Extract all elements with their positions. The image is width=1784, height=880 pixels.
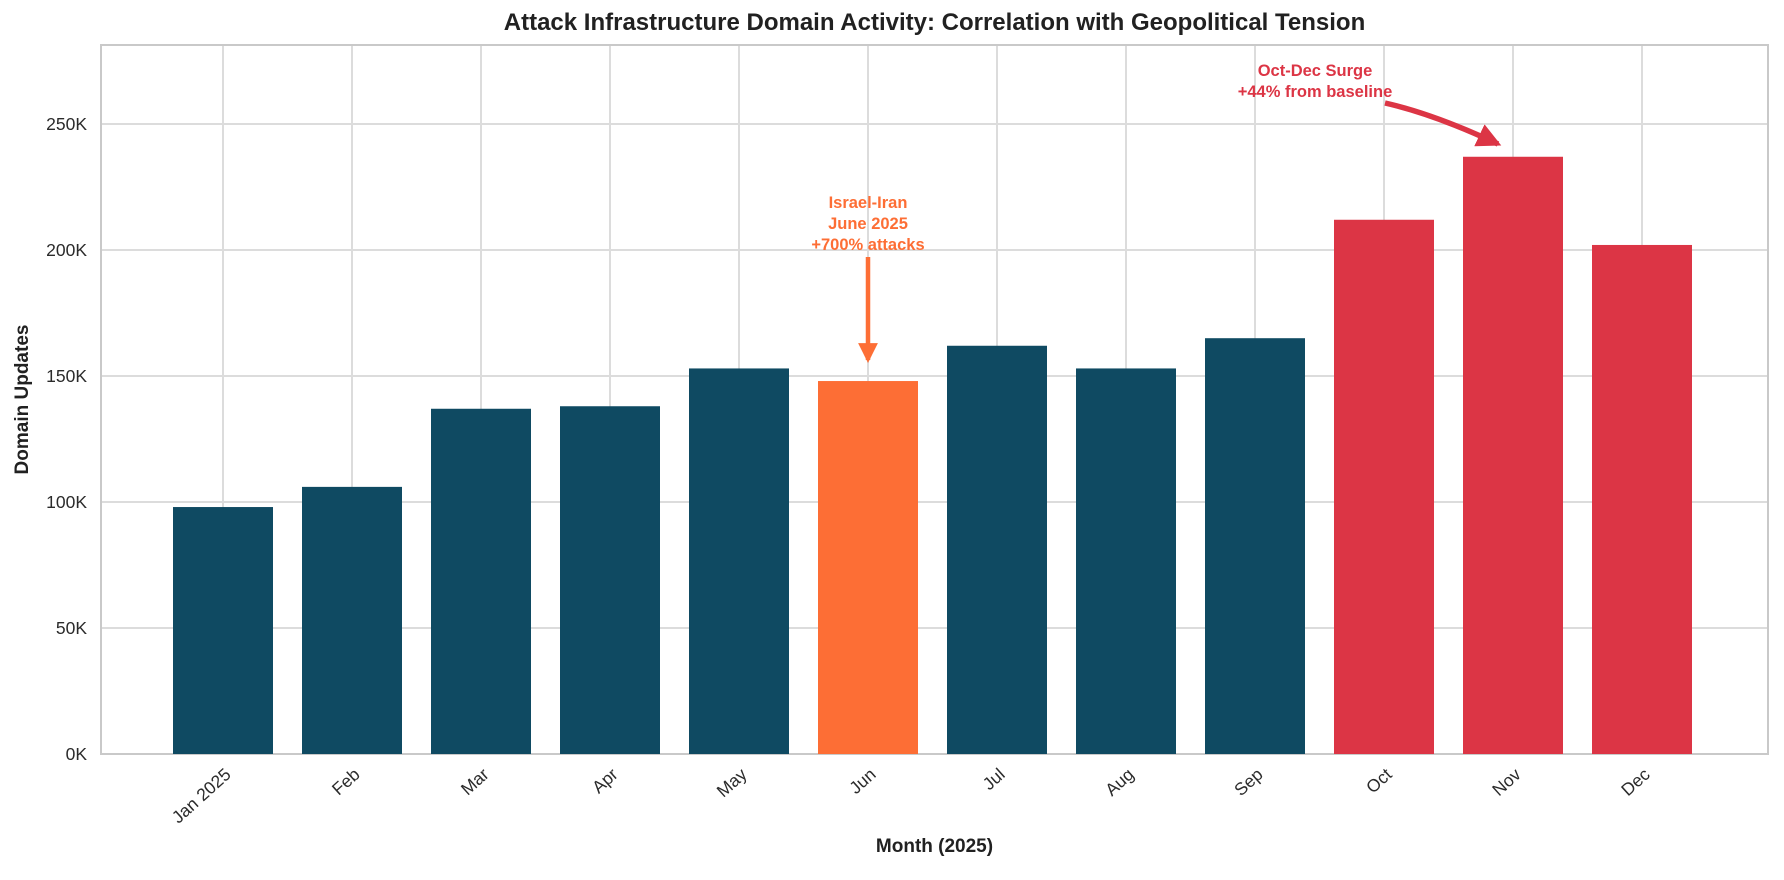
x-tick-label-nov: Nov: [1488, 764, 1525, 800]
annotation-oct-dec-surge: Oct-Dec Surge +44% from baseline: [1238, 62, 1502, 147]
bar-jun: [818, 381, 918, 754]
y-tick-label: 200K: [46, 240, 87, 260]
annotation-israel-iran-june-text-line: June 2025: [828, 215, 908, 233]
x-tick-label-mar: Mar: [457, 764, 493, 799]
bar-nov: [1463, 156, 1563, 754]
y-axis-label: Domain Updates: [12, 325, 33, 475]
bar-sep: [1205, 338, 1305, 754]
bar-jul: [947, 345, 1047, 754]
annotation-israel-iran-june-text-line: Israel-Iran: [829, 194, 908, 212]
x-tick-label-dec: Dec: [1617, 764, 1654, 800]
bar-dec: [1592, 244, 1692, 754]
x-tick-label-jan-2025: Jan 2025: [168, 764, 235, 827]
plot-border: [100, 44, 1769, 755]
y-tick-label: 150K: [46, 366, 87, 386]
bar-mar: [431, 408, 531, 754]
bar-may: [689, 368, 789, 754]
y-tick-label: 50K: [56, 618, 87, 638]
y-tick-label: 250K: [46, 114, 87, 134]
annotation-oct-dec-surge-text-line: Oct-Dec Surge: [1258, 62, 1373, 80]
annotation-israel-iran-june: Israel-Iran June 2025 +700% attacks: [811, 194, 925, 363]
bar-feb: [302, 486, 402, 754]
bar-apr: [560, 406, 660, 754]
x-tick-label-may: May: [713, 764, 751, 801]
bar-aug: [1076, 368, 1176, 754]
bar-jan-2025: [173, 507, 273, 754]
x-tick-label-jun: Jun: [845, 764, 879, 798]
x-tick-label-sep: Sep: [1230, 764, 1267, 800]
bar-oct: [1334, 219, 1434, 754]
y-tick-label: 100K: [46, 492, 87, 512]
chart-title: Attack Infrastructure Domain Activity: C…: [504, 9, 1365, 36]
x-tick-label-feb: Feb: [328, 764, 364, 799]
x-tick-label-aug: Aug: [1101, 764, 1138, 800]
annotation-israel-iran-june-text-line: +700% attacks: [811, 236, 924, 254]
annotation-oct-dec-surge-arrow: [1384, 100, 1502, 147]
x-tick-label-oct: Oct: [1362, 764, 1396, 797]
x-tick-label-apr: Apr: [588, 764, 622, 797]
y-tick-label: 0K: [66, 744, 88, 764]
x-axis-label: Month (2025): [876, 836, 993, 857]
x-tick-label-jul: Jul: [979, 764, 1009, 794]
annotation-oct-dec-surge-text-line: +44% from baseline: [1238, 83, 1393, 101]
bars: [173, 156, 1692, 754]
